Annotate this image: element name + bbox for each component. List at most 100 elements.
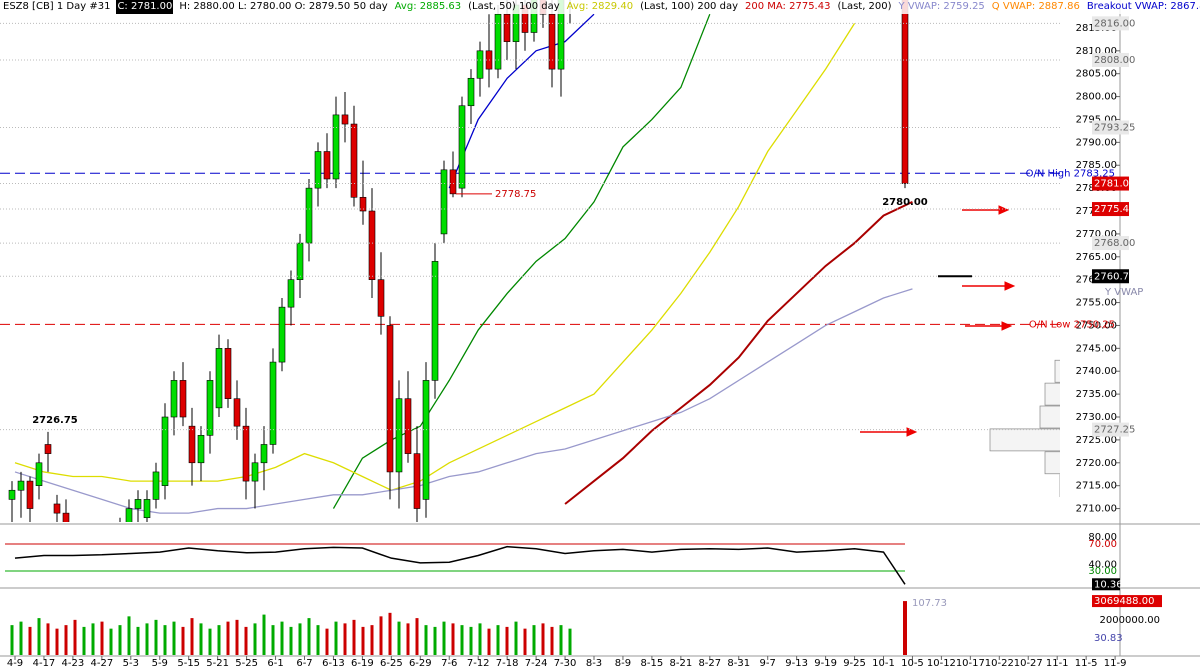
candle-body: [494, 13, 502, 70]
vwap-label: Y VWAP: [1104, 287, 1143, 298]
volume-bar: [235, 619, 239, 655]
volume-bar: [487, 628, 491, 655]
y-tick-label: 2805.00: [1076, 69, 1117, 80]
price-marker: [1092, 52, 1129, 67]
candle-body: [197, 435, 205, 464]
candle-body: [72, 541, 78, 555]
header-item: (Last, 100) 200 day: [640, 1, 738, 12]
volume-bar: [406, 623, 410, 655]
candle-body: [530, 0, 538, 33]
volume-bar: [280, 621, 284, 655]
volume-value-box: [1092, 595, 1162, 608]
candle-body: [188, 425, 196, 464]
candle-body: [269, 361, 277, 445]
volume-bar: [145, 623, 149, 655]
candle-body: [125, 508, 133, 522]
y-tick-label: 2735.00: [1076, 389, 1117, 400]
x-tick-label: 6-19: [351, 658, 374, 669]
candle-body: [901, 0, 909, 184]
volume-bar: [127, 616, 131, 655]
volume-bar: [415, 618, 419, 655]
volume-bar: [154, 619, 158, 655]
x-tick-label: 9-13: [785, 658, 808, 669]
candle-body: [359, 196, 367, 212]
x-tick-label: 4-23: [62, 658, 85, 669]
candle-body: [503, 13, 511, 42]
x-tick-label: 10-1: [872, 658, 895, 669]
profile-bar: [989, 428, 1060, 452]
rsi-value-box: [1092, 578, 1120, 591]
y-tick-label: 2740.00: [1076, 366, 1117, 377]
x-tick-label: 5-15: [177, 658, 200, 669]
volume-bar: [550, 626, 554, 655]
x-tick-label: 6-29: [409, 658, 432, 669]
candle-body: [278, 306, 286, 363]
volume-bar: [28, 626, 32, 655]
candle-body: [548, 13, 556, 70]
level-label: O/N Low 2750.25: [1029, 319, 1115, 330]
candle-body: [431, 261, 439, 381]
candle-body: [341, 114, 349, 125]
volume-bar: [64, 625, 68, 655]
x-tick-label: 8-3: [586, 658, 602, 669]
volume-bar: [433, 626, 437, 655]
candle-body: [557, 0, 565, 70]
volume-bar: [109, 628, 113, 655]
candle-body: [53, 503, 61, 514]
x-tick-label: 7-24: [525, 658, 548, 669]
annotation: 2780.00: [882, 197, 928, 208]
candle-body: [386, 325, 394, 473]
price-marker: [1092, 16, 1129, 31]
price-marker-label: 2781.00: [1094, 179, 1135, 190]
x-tick-label: 6-25: [380, 658, 403, 669]
x-tick-label: 8-27: [698, 658, 721, 669]
volume-bar: [163, 625, 167, 655]
x-tick-label: 10-17: [956, 658, 985, 669]
profile-bar: [1054, 359, 1060, 383]
candle-body: [99, 536, 105, 550]
y-tick-label: 2800.00: [1076, 92, 1117, 103]
volume-bar: [181, 626, 185, 655]
annotation: 2778.75: [495, 189, 536, 200]
x-tick-label: 5-9: [152, 658, 168, 669]
overlay: 2710.00 2715.00 2720.00 2725.00 2730.00 2735.…: [5, 16, 1162, 669]
candle-body: [440, 169, 448, 235]
price-marker: [1092, 202, 1129, 217]
rsi-tick-label: 70.00: [1088, 539, 1117, 550]
x-tick-label: 9-19: [814, 658, 837, 669]
volume-bar: [82, 626, 86, 655]
candle-body: [233, 398, 241, 427]
volume-bar: [559, 625, 563, 655]
volume-bar: [244, 626, 248, 655]
volume-label: 30.83: [1094, 633, 1123, 644]
volume-bar: [37, 618, 41, 655]
candle-body: [260, 444, 268, 464]
x-tick-label: 5-3: [123, 658, 139, 669]
y-tick-label: 2745.00: [1076, 343, 1117, 354]
candle-body: [179, 380, 187, 418]
x-tick-label: 11-1: [1046, 658, 1069, 669]
price-marker: [1092, 120, 1129, 135]
candle-body: [170, 380, 178, 418]
volume-bar: [343, 623, 347, 655]
candle-body: [224, 348, 232, 399]
y-tick-label: 2725.00: [1076, 435, 1117, 446]
volume-bar: [253, 623, 257, 655]
volume-bar: [505, 626, 509, 655]
volume-bar: [10, 625, 14, 655]
volume-bar: [496, 625, 500, 655]
price-marker: [1092, 269, 1129, 284]
volume-bar: [289, 626, 293, 655]
candle-body: [161, 416, 169, 486]
y-tick-label: 2770.00: [1076, 229, 1117, 240]
volume-bar: [190, 618, 194, 655]
x-tick-label: 8-15: [641, 658, 664, 669]
volume-bar: [91, 623, 95, 655]
header-item: C: 2781.00: [116, 0, 174, 14]
volume-label: 107.73: [912, 598, 947, 609]
volume-bar: [73, 619, 77, 655]
volume-bar: [361, 626, 365, 655]
candle-body: [350, 123, 358, 198]
candle-body: [395, 398, 403, 473]
